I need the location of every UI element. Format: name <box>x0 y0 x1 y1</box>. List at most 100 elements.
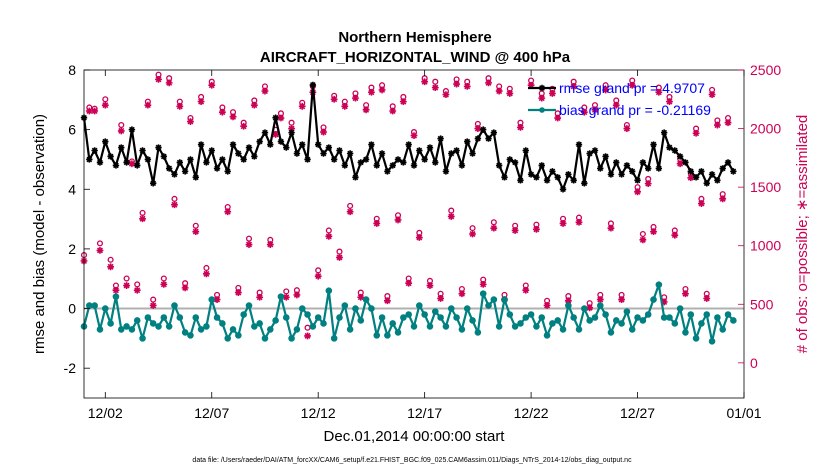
bias-point <box>320 320 327 327</box>
rmse-point <box>597 165 604 172</box>
rmse-point <box>283 144 290 151</box>
rmse-point <box>607 171 615 178</box>
obs-assimilated-point <box>485 79 492 87</box>
y2-tick-label: 2000 <box>750 121 781 137</box>
obs-assimilated-point <box>607 224 615 232</box>
rmse-point <box>501 174 508 181</box>
rmse-point <box>139 147 146 154</box>
rmse-point <box>575 141 583 148</box>
obs-assimilated-point <box>117 127 125 135</box>
obs-possible-point <box>639 230 646 238</box>
y2-tick-label: 1500 <box>750 179 781 195</box>
bias-point <box>453 314 460 321</box>
rmse-point <box>229 141 237 148</box>
bias-point <box>352 305 359 312</box>
obs-assimilated-point <box>533 225 540 233</box>
bias-point <box>506 311 514 318</box>
y-tick-label: 4 <box>68 181 76 197</box>
bias-point <box>304 311 311 318</box>
rmse-point <box>469 150 476 157</box>
rmse-point <box>591 147 599 154</box>
bias-point <box>442 323 450 330</box>
rmse-point <box>91 147 98 154</box>
bias-point <box>314 314 322 321</box>
rmse-point <box>724 159 732 166</box>
rmse-point <box>325 144 333 151</box>
obs-assimilated-point <box>197 98 205 106</box>
obs-assimilated-point <box>724 119 732 127</box>
bias-point <box>533 323 540 330</box>
rmse-point <box>655 165 663 172</box>
bias-point <box>330 335 338 342</box>
bias-point <box>682 329 689 336</box>
rmse-point <box>495 162 503 169</box>
obs-assimilated-point <box>288 125 295 132</box>
obs-assimilated-point <box>362 106 370 114</box>
rmse-point <box>570 177 577 184</box>
bias-point <box>165 323 173 330</box>
rmse-point <box>155 144 162 151</box>
bias-point <box>410 323 418 330</box>
rmse-point <box>293 150 301 157</box>
obs-assimilated-point <box>165 79 173 87</box>
obs-assimilated-point <box>133 286 141 294</box>
rmse-point <box>671 147 679 154</box>
obs-assimilated-point <box>623 125 631 132</box>
x-tick-label: 12/02 <box>88 405 123 421</box>
bias-point <box>176 314 184 321</box>
obs-assimilated-point <box>410 132 418 139</box>
obs-assimilated-point <box>437 295 445 302</box>
bias-point <box>357 317 365 324</box>
rmse-point <box>165 165 173 172</box>
rmse-point <box>336 147 343 154</box>
legend-entry-label: bias grand pr = -0.21169 <box>559 102 711 118</box>
legend-swatch-marker <box>539 107 545 113</box>
obs-possible-point <box>102 96 109 103</box>
bias-point <box>660 314 668 321</box>
rmse-point <box>149 180 157 187</box>
bias-point <box>288 335 295 342</box>
bias-point <box>400 314 407 321</box>
bias-point <box>676 305 684 312</box>
rmse-point <box>698 168 705 175</box>
obs-assimilated-point <box>602 86 610 94</box>
obs-assimilated-point <box>634 188 641 196</box>
obs-assimilated-point <box>176 102 184 110</box>
rmse-point <box>213 165 221 172</box>
bias-point <box>251 323 258 330</box>
y2-tick-label: 0 <box>750 355 758 371</box>
bias-point <box>511 323 519 330</box>
bias-point <box>586 317 593 324</box>
rmse-point <box>181 168 189 175</box>
obs-assimilated-point <box>149 302 157 309</box>
bias-point <box>517 320 524 327</box>
data-file-footer: data file: /Users/raeder/DAI/ATM_forcXX/… <box>192 457 632 464</box>
obs-assimilated-point <box>618 296 625 303</box>
rmse-point <box>96 159 104 166</box>
obs-assimilated-point <box>458 290 466 298</box>
rmse-point <box>314 141 322 148</box>
obs-assimilated-point <box>229 113 237 121</box>
rmse-point <box>660 129 668 136</box>
obs-assimilated-point <box>687 174 695 182</box>
bias-point <box>112 293 120 300</box>
obs-assimilated-point <box>128 160 136 168</box>
obs-assimilated-point <box>591 106 599 114</box>
obs-assimilated-point <box>192 228 200 236</box>
rmse-point <box>251 153 258 160</box>
obs-possible-point <box>288 119 295 126</box>
bias-point <box>224 335 232 342</box>
rmse-point <box>527 171 535 178</box>
rmse-point <box>644 165 652 172</box>
y2-tick-label: 2500 <box>750 62 781 78</box>
obs-assimilated-point <box>394 216 402 224</box>
obs-assimilated-point <box>495 87 503 95</box>
bias-point <box>272 317 279 324</box>
bias-point <box>565 302 572 309</box>
obs-assimilated-point <box>250 101 258 109</box>
bias-point <box>277 293 285 300</box>
rmse-point <box>394 156 402 163</box>
obs-possible-point <box>123 275 130 282</box>
obs-assimilated-point <box>596 296 604 303</box>
rmse-point <box>320 150 327 157</box>
